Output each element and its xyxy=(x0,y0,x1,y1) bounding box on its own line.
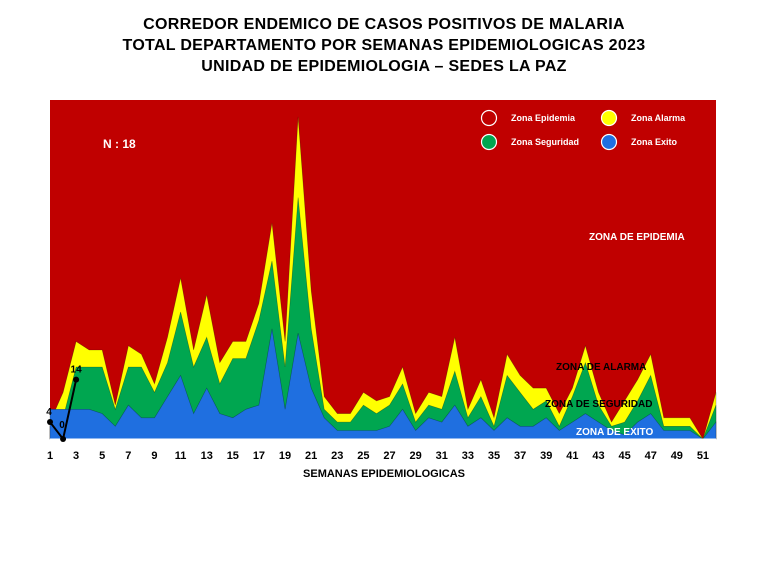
x-tick-label: 13 xyxy=(201,450,213,462)
current-cases-data-label: 14 xyxy=(71,365,83,376)
x-tick-label: 31 xyxy=(436,450,448,462)
zona-exito-area xyxy=(49,328,717,440)
zona-seguridad-label: ZONA DE SEGURIDAD xyxy=(545,399,652,410)
x-tick-label: 21 xyxy=(305,450,317,462)
x-tick-label: 45 xyxy=(618,450,630,462)
x-tick-label: 47 xyxy=(645,450,657,462)
x-tick-label: 49 xyxy=(671,450,683,462)
legend-swatch xyxy=(600,109,618,127)
legend-swatch xyxy=(480,109,498,127)
legend-label: Zona Exito xyxy=(631,137,678,147)
zona-alarma-area xyxy=(49,116,717,440)
x-tick-label: 23 xyxy=(331,450,343,462)
legend-swatch xyxy=(480,133,498,151)
legend-swatch xyxy=(600,133,618,151)
x-tick-label: 9 xyxy=(151,450,157,462)
legend-item: Zona Alarma xyxy=(600,109,686,127)
chart-title-block: CORREDOR ENDEMICO DE CASOS POSITIVOS DE … xyxy=(0,14,768,77)
x-tick-label: 27 xyxy=(383,450,395,462)
current-cases-point xyxy=(60,436,67,442)
x-tick-label: 15 xyxy=(227,450,239,462)
zona-epidemia-label: ZONA DE EPIDEMIA xyxy=(589,232,685,243)
zona-alarma-label: ZONA DE ALARMA xyxy=(556,362,646,373)
zona-seguridad-area xyxy=(49,197,717,440)
x-tick-label: 35 xyxy=(488,450,500,462)
x-tick-label: 7 xyxy=(125,450,131,462)
chart-title-line-2: TOTAL DEPARTAMENTO POR SEMANAS EPIDEMIOL… xyxy=(122,37,646,54)
x-tick-label: 39 xyxy=(540,450,552,462)
legend-item: Zona Epidemia xyxy=(480,109,576,127)
x-axis-label: SEMANAS EPIDEMIOLOGICAS xyxy=(303,468,465,480)
current-cases-point xyxy=(73,376,80,383)
x-tick-label: 51 xyxy=(697,450,709,462)
x-tick-label: 1 xyxy=(47,450,53,462)
x-tick-label: 3 xyxy=(73,450,79,462)
x-tick-label: 37 xyxy=(514,450,526,462)
current-cases-point xyxy=(47,419,53,426)
x-tick-label: 17 xyxy=(253,450,265,462)
current-cases-data-label: 0 xyxy=(59,420,65,431)
x-tick-label: 19 xyxy=(279,450,291,462)
x-tick-label: 33 xyxy=(462,450,474,462)
x-tick-label: 25 xyxy=(357,450,369,462)
x-tick-label: 11 xyxy=(175,450,187,462)
x-tick-label: 43 xyxy=(592,450,604,462)
current-cases-data-label: 4 xyxy=(46,407,52,418)
zona-exito-label: ZONA DE EXITO xyxy=(576,427,653,438)
legend-item: Zona Seguridad xyxy=(480,133,579,151)
chart-title-line-3: UNIDAD DE EPIDEMIOLOGIA – SEDES LA PAZ xyxy=(201,58,567,75)
legend-item: Zona Exito xyxy=(600,133,678,151)
legend-label: Zona Alarma xyxy=(631,113,686,123)
x-tick-label: 5 xyxy=(99,450,105,462)
legend-label: Zona Epidemia xyxy=(511,113,576,123)
x-tick-label: 29 xyxy=(410,450,422,462)
legend-label: Zona Seguridad xyxy=(511,137,579,147)
n-label: N : 18 xyxy=(103,137,136,151)
chart-title-line-1: CORREDOR ENDEMICO DE CASOS POSITIVOS DE … xyxy=(143,16,625,33)
x-tick-label: 41 xyxy=(566,450,578,462)
